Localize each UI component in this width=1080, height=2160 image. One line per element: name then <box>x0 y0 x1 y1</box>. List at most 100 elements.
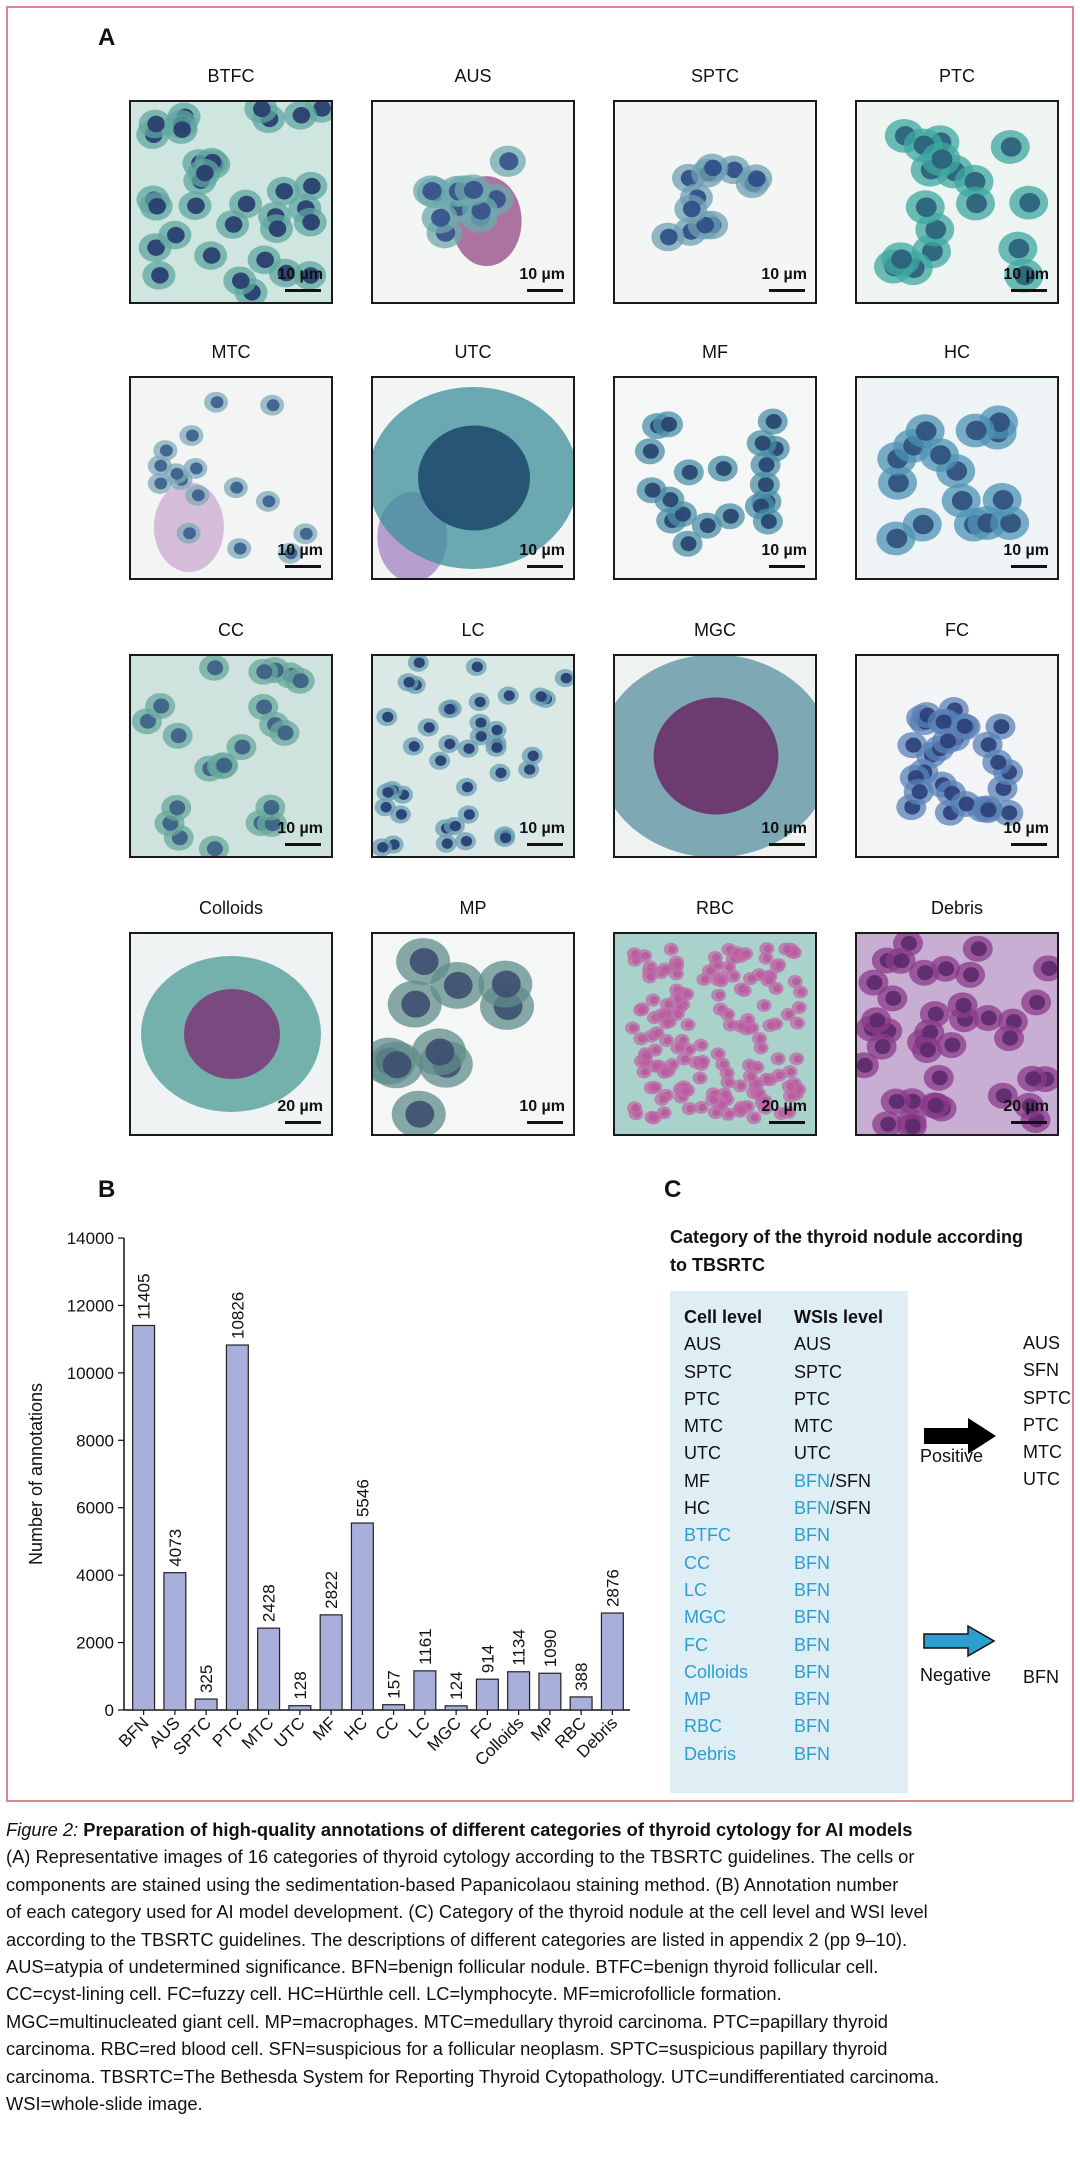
tile-title-rbc: RBC <box>695 898 734 918</box>
scale-bar <box>769 843 805 846</box>
panel-a-letter: A <box>98 24 116 51</box>
x-tick-label: MF <box>309 1713 340 1744</box>
wsi-level-item: BFN <box>794 1716 830 1737</box>
tile-title-ptc: PTC <box>939 66 975 86</box>
scale-bar <box>769 1121 805 1124</box>
positive-outcome-item: SFN <box>1023 1360 1059 1381</box>
bar-cc <box>382 1704 406 1711</box>
scale-bar <box>285 1121 321 1124</box>
y-tick-label: 14000 <box>67 1229 114 1248</box>
cell-level-item: AUS <box>684 1334 722 1355</box>
tile-title-mtc: MTC <box>211 342 251 362</box>
x-tick-label: UTC <box>271 1713 309 1751</box>
positive-outcome-item: MTC <box>1023 1442 1062 1463</box>
cell-level-item: MTC <box>684 1416 723 1437</box>
scale-label: 20 µm <box>277 1098 323 1115</box>
wsi-level-item: BFN/SFN <box>794 1498 872 1519</box>
wsi-level-item: BFN/SFN <box>794 1470 872 1491</box>
caption-line: (A) Representative images of 16 categori… <box>6 1846 915 1868</box>
micrograph-fc: 10 µm <box>855 654 1059 858</box>
positive-outcome-item: UTC <box>1023 1469 1060 1490</box>
x-tick-label: PTC <box>209 1713 246 1750</box>
micrograph-hc: 10 µm <box>855 376 1059 580</box>
bar-colloids <box>507 1671 531 1711</box>
cell-level-item: LC <box>684 1579 708 1600</box>
bar-rbc <box>569 1696 593 1711</box>
tile-title-debris: Debris <box>930 898 983 918</box>
micrograph-utc: 10 µm <box>371 376 575 580</box>
y-tick-label: 6000 <box>76 1499 114 1518</box>
caption-line: according to the TBSRTC guidelines. The … <box>6 1928 908 1950</box>
micrograph-rbc: 20 µm <box>613 932 817 1136</box>
cell-level-item: HC <box>684 1498 710 1519</box>
wsi-level-item: BFN <box>794 1743 830 1764</box>
wsi-level-column: WSIs level AUS SPTC PTC MTC UTC BFN/SFN BFN/SF… <box>794 1304 883 1768</box>
bar-value-label: 124 <box>447 1671 466 1699</box>
bar-value-label: 5546 <box>353 1479 372 1517</box>
cell-level-item: SPTC <box>684 1361 733 1382</box>
negative-label: Negative <box>920 1665 992 1685</box>
tile-title-sptc: SPTC <box>690 66 739 86</box>
wsi-level-item: BFN <box>794 1689 830 1710</box>
positive-arrow-icon <box>924 1418 996 1454</box>
bar-value-label: 4073 <box>166 1529 185 1567</box>
negative-arrow-icon <box>923 1624 996 1658</box>
wsi-level-item: PTC <box>794 1388 830 1409</box>
y-tick-label: 8000 <box>76 1431 114 1450</box>
tile-title-fc: FC <box>945 620 969 640</box>
positive-outcome-list: AUS SFN SPTC PTC MTC UTC <box>1023 1330 1071 1494</box>
scale-bar <box>527 289 563 292</box>
scale-label: 20 µm <box>1003 1098 1049 1115</box>
micrograph-aus: 10 µm <box>371 100 575 304</box>
panel-c-heading-line2: to TBSRTC <box>670 1255 765 1275</box>
scale-bar <box>769 565 805 568</box>
cell-level-item: BTFC <box>684 1525 731 1546</box>
bar-value-label: 1134 <box>510 1629 529 1666</box>
cell-level-item: MGC <box>684 1607 726 1628</box>
bar-value-label: 128 <box>291 1671 310 1699</box>
bar-lc <box>413 1670 437 1711</box>
y-axis-label: Number of annotations <box>26 1383 46 1565</box>
bar-mp <box>538 1672 562 1711</box>
micrograph-mp: 10 µm <box>371 932 575 1136</box>
wsi-level-item: BFN <box>794 1525 830 1546</box>
bar-value-label: 2428 <box>260 1584 279 1622</box>
wsi-level-item: BFN <box>794 1634 830 1655</box>
wsi-level-item: BFN <box>794 1552 830 1573</box>
figure-frame: A BTFC 10 µm AUS 10 µm SPTC 10 µm PTC 10 µm MTC 1… <box>6 6 1074 1802</box>
micrograph-btfc: 10 µm <box>129 100 333 304</box>
caption-line: of each category used for AI model devel… <box>6 1901 928 1923</box>
cell-level-item: Debris <box>684 1743 737 1764</box>
figure-label: Figure 2: <box>6 1819 79 1840</box>
micrograph-ptc: 10 µm <box>855 100 1059 304</box>
bar-value-label: 11405 <box>135 1273 154 1319</box>
tile-title-cc: CC <box>218 620 244 640</box>
wsi-level-item: BFN <box>794 1579 830 1600</box>
scale-label: 10 µm <box>1003 266 1049 283</box>
bar-bfn <box>132 1324 156 1711</box>
positive-outcome-item: AUS <box>1023 1333 1061 1353</box>
bar-value-label: 2822 <box>322 1571 341 1609</box>
micrograph-colloids: 20 µm <box>129 932 333 1136</box>
cell-level-item: PTC <box>684 1388 720 1409</box>
positive-outcome-item: SPTC <box>1023 1387 1072 1408</box>
tile-title-colloids: Colloids <box>198 898 264 918</box>
panel-c-heading-line1: Category of the thyroid nodule according <box>670 1227 1024 1247</box>
positive-outcome-item: PTC <box>1023 1414 1059 1435</box>
tile-title-mp: MP <box>459 898 487 918</box>
bar-utc <box>288 1705 312 1711</box>
bar-aus <box>163 1572 187 1711</box>
y-tick-label: 4000 <box>76 1566 114 1585</box>
scale-label: 10 µm <box>1003 542 1049 559</box>
micrograph-lc: 10 µm <box>371 654 575 858</box>
caption-line: CC=cyst-lining cell. FC=fuzzy cell. HC=H… <box>6 1983 782 2005</box>
positive-label: Positive <box>920 1446 984 1466</box>
scale-bar <box>1011 1121 1047 1124</box>
caption-line: carcinoma. RBC=red blood cell. SFN=suspi… <box>6 2038 888 2060</box>
scale-label: 10 µm <box>1003 820 1049 837</box>
caption-line: carcinoma. TBSRTC=The Bethesda System fo… <box>6 2065 940 2087</box>
bar-hc <box>350 1522 374 1711</box>
scale-bar <box>285 843 321 846</box>
scale-label: 10 µm <box>519 820 565 837</box>
cell-level-item: UTC <box>684 1443 721 1464</box>
